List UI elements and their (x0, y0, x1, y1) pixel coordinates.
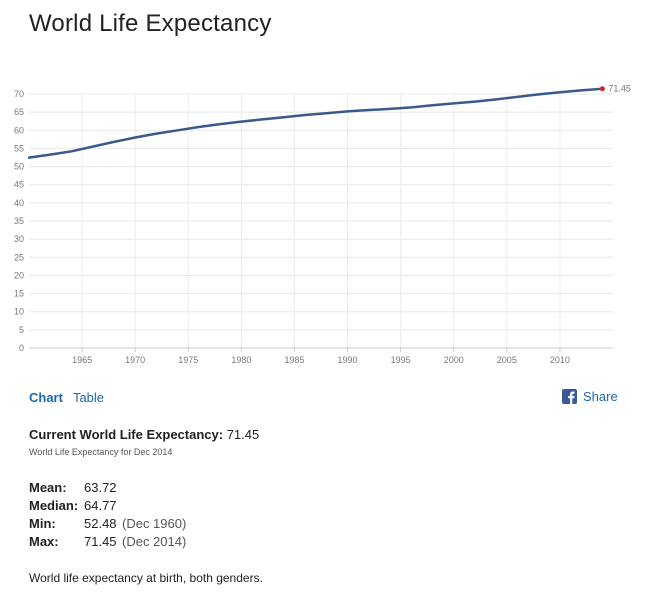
y-tick-label: 50 (14, 162, 24, 172)
y-tick-label: 70 (14, 89, 24, 99)
view-tabs: Chart Table (29, 390, 104, 405)
facebook-icon (562, 389, 577, 404)
tab-table[interactable]: Table (72, 390, 105, 405)
share-button[interactable]: Share (562, 389, 618, 404)
x-tick-label: 1975 (178, 355, 198, 365)
stat-value-max: 71.45 (84, 534, 117, 549)
end-value-label: 71.45 (608, 84, 631, 94)
current-value: 71.45 (226, 427, 260, 442)
current-label: Current World Life Expectancy: (29, 427, 224, 442)
x-tick-label: 2005 (497, 355, 517, 365)
y-tick-label: 15 (14, 289, 24, 299)
stat-label-max: Max: (29, 534, 59, 549)
x-tick-label: 1985 (284, 355, 304, 365)
y-tick-label: 5 (19, 325, 24, 335)
stats-table: Mean: 63.72 Median: 64.77 Min: 52.48 (De… (29, 480, 186, 552)
x-tick-label: 1965 (72, 355, 92, 365)
current-note: World Life Expectancy for Dec 2014 (29, 447, 173, 457)
y-tick-label: 35 (14, 216, 24, 226)
tab-chart[interactable]: Chart (29, 390, 63, 405)
stat-label-mean: Mean: (29, 480, 67, 495)
stat-value-min: 52.48 (84, 516, 117, 531)
x-tick-label: 1970 (125, 355, 145, 365)
share-label: Share (583, 389, 618, 404)
stat-row-median: Median: 64.77 (29, 498, 186, 516)
y-tick-label: 25 (14, 252, 24, 262)
stat-label-min: Min: (29, 516, 56, 531)
description: World life expectancy at birth, both gen… (29, 571, 263, 585)
y-tick-label: 60 (14, 125, 24, 135)
x-tick-label: 1990 (338, 355, 358, 365)
x-tick-label: 1995 (391, 355, 411, 365)
y-tick-label: 10 (14, 307, 24, 317)
stat-label-median: Median: (29, 498, 79, 513)
y-tick-label: 30 (14, 234, 24, 244)
end-point-marker (599, 86, 605, 92)
stat-value-mean: 63.72 (84, 480, 117, 495)
stat-row-max: Max: 71.45 (Dec 2014) (29, 534, 186, 552)
stat-value-median: 64.77 (84, 498, 117, 513)
stat-row-mean: Mean: 63.72 (29, 480, 186, 498)
life-expectancy-chart: 0 5 10 15 20 25 30 35 40 45 50 55 60 65 70 1965 1970 1975… (14, 84, 631, 365)
stat-date-max: (Dec 2014) (122, 534, 187, 549)
y-tick-label: 40 (14, 198, 24, 208)
x-tick-label: 2010 (550, 355, 570, 365)
y-tick-label: 0 (19, 343, 24, 353)
x-tick-label: 1980 (231, 355, 251, 365)
page-title: World Life Expectancy (29, 10, 272, 37)
y-tick-label: 65 (14, 107, 24, 117)
series-line (27, 87, 604, 159)
stat-row-min: Min: 52.48 (Dec 1960) (29, 516, 186, 534)
y-tick-label: 45 (14, 180, 24, 190)
stat-date-min: (Dec 1960) (122, 516, 187, 531)
current-value-line: Current World Life Expectancy: 71.45 (29, 427, 259, 442)
y-tick-label: 55 (14, 143, 24, 153)
x-tick-label: 2000 (444, 355, 464, 365)
y-tick-label: 20 (14, 270, 24, 280)
